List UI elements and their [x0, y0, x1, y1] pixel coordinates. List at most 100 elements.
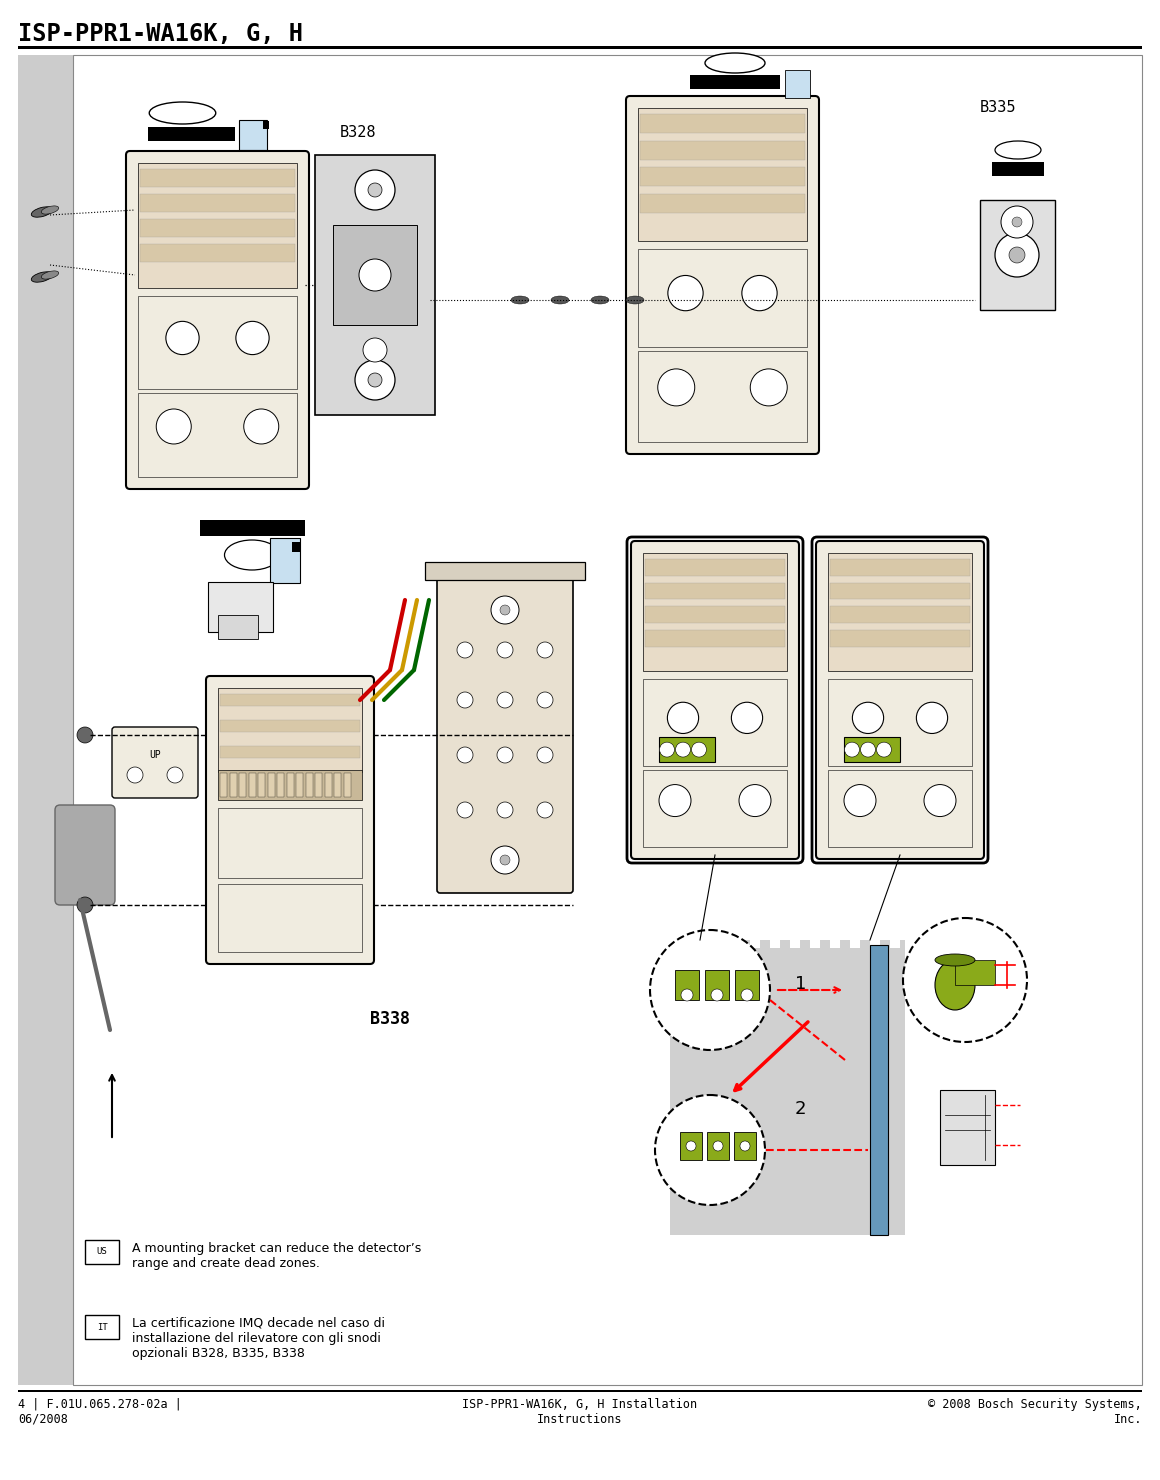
- Circle shape: [368, 373, 382, 386]
- Bar: [844, 737, 900, 762]
- Bar: [73, 55, 1141, 1385]
- Circle shape: [500, 605, 510, 616]
- Bar: [85, 1240, 119, 1264]
- Circle shape: [660, 741, 674, 758]
- Bar: [643, 679, 786, 765]
- Circle shape: [500, 855, 510, 864]
- Bar: [831, 583, 970, 599]
- Bar: [790, 940, 800, 949]
- Bar: [980, 200, 1054, 309]
- Bar: [292, 542, 300, 552]
- Bar: [828, 679, 972, 765]
- Bar: [147, 127, 235, 141]
- FancyBboxPatch shape: [437, 577, 573, 892]
- Bar: [334, 773, 341, 796]
- Bar: [140, 169, 295, 186]
- Circle shape: [659, 784, 691, 817]
- Circle shape: [742, 275, 777, 311]
- Bar: [643, 554, 786, 670]
- Circle shape: [496, 642, 513, 659]
- Bar: [270, 539, 300, 583]
- Bar: [831, 940, 840, 949]
- Bar: [659, 737, 715, 762]
- FancyBboxPatch shape: [815, 542, 984, 858]
- Bar: [940, 1089, 995, 1165]
- Bar: [305, 773, 312, 796]
- Circle shape: [902, 918, 1027, 1042]
- Bar: [239, 773, 246, 796]
- Circle shape: [655, 1095, 764, 1205]
- Bar: [831, 629, 970, 647]
- Circle shape: [235, 321, 269, 355]
- Bar: [670, 940, 680, 949]
- Circle shape: [537, 747, 553, 764]
- Circle shape: [741, 989, 753, 1000]
- Bar: [706, 1132, 728, 1160]
- Bar: [735, 969, 759, 1000]
- Bar: [220, 719, 360, 733]
- Circle shape: [496, 802, 513, 818]
- Bar: [19, 46, 1141, 49]
- Bar: [955, 961, 995, 986]
- Ellipse shape: [705, 53, 764, 73]
- Circle shape: [739, 784, 771, 817]
- Circle shape: [731, 702, 762, 734]
- Ellipse shape: [42, 206, 59, 215]
- Text: 4 | F.01U.065.278-02a |
06/2008: 4 | F.01U.065.278-02a | 06/2008: [19, 1399, 182, 1427]
- Bar: [645, 559, 785, 576]
- Text: 1: 1: [795, 975, 806, 993]
- Bar: [333, 225, 416, 326]
- Bar: [218, 808, 362, 878]
- Circle shape: [681, 989, 693, 1000]
- Circle shape: [537, 802, 553, 818]
- Circle shape: [686, 1141, 696, 1151]
- Circle shape: [77, 897, 93, 913]
- Circle shape: [537, 642, 553, 659]
- Bar: [220, 694, 360, 706]
- Ellipse shape: [590, 296, 609, 303]
- Ellipse shape: [935, 961, 976, 1009]
- Bar: [645, 607, 785, 623]
- Bar: [220, 773, 227, 796]
- Circle shape: [711, 989, 723, 1000]
- Bar: [287, 773, 293, 796]
- Bar: [316, 155, 435, 414]
- FancyBboxPatch shape: [55, 805, 115, 904]
- Bar: [734, 1132, 756, 1160]
- Bar: [220, 746, 360, 758]
- Ellipse shape: [150, 102, 216, 124]
- Circle shape: [244, 408, 278, 444]
- Bar: [680, 1132, 702, 1160]
- Bar: [218, 616, 258, 639]
- Bar: [325, 773, 332, 796]
- Bar: [640, 114, 805, 133]
- Circle shape: [457, 642, 473, 659]
- Bar: [85, 1316, 119, 1339]
- Circle shape: [853, 702, 884, 734]
- Text: 2: 2: [795, 1100, 806, 1117]
- Bar: [850, 940, 860, 949]
- Bar: [828, 554, 972, 670]
- Ellipse shape: [31, 207, 52, 218]
- Text: ISP-PPR1-WA16K, G, H: ISP-PPR1-WA16K, G, H: [19, 22, 303, 46]
- Circle shape: [740, 1141, 751, 1151]
- Bar: [239, 120, 267, 149]
- Bar: [230, 773, 237, 796]
- Bar: [218, 688, 362, 773]
- Bar: [645, 629, 785, 647]
- Bar: [19, 55, 73, 1385]
- Circle shape: [751, 369, 788, 406]
- Bar: [248, 773, 255, 796]
- Ellipse shape: [31, 272, 52, 283]
- Bar: [730, 940, 740, 949]
- Circle shape: [355, 360, 396, 400]
- Circle shape: [844, 784, 876, 817]
- Bar: [890, 940, 900, 949]
- Circle shape: [667, 702, 698, 734]
- Bar: [870, 946, 889, 1234]
- Bar: [870, 940, 880, 949]
- FancyBboxPatch shape: [626, 96, 819, 454]
- Circle shape: [77, 727, 93, 743]
- Bar: [218, 884, 362, 952]
- Bar: [138, 296, 297, 389]
